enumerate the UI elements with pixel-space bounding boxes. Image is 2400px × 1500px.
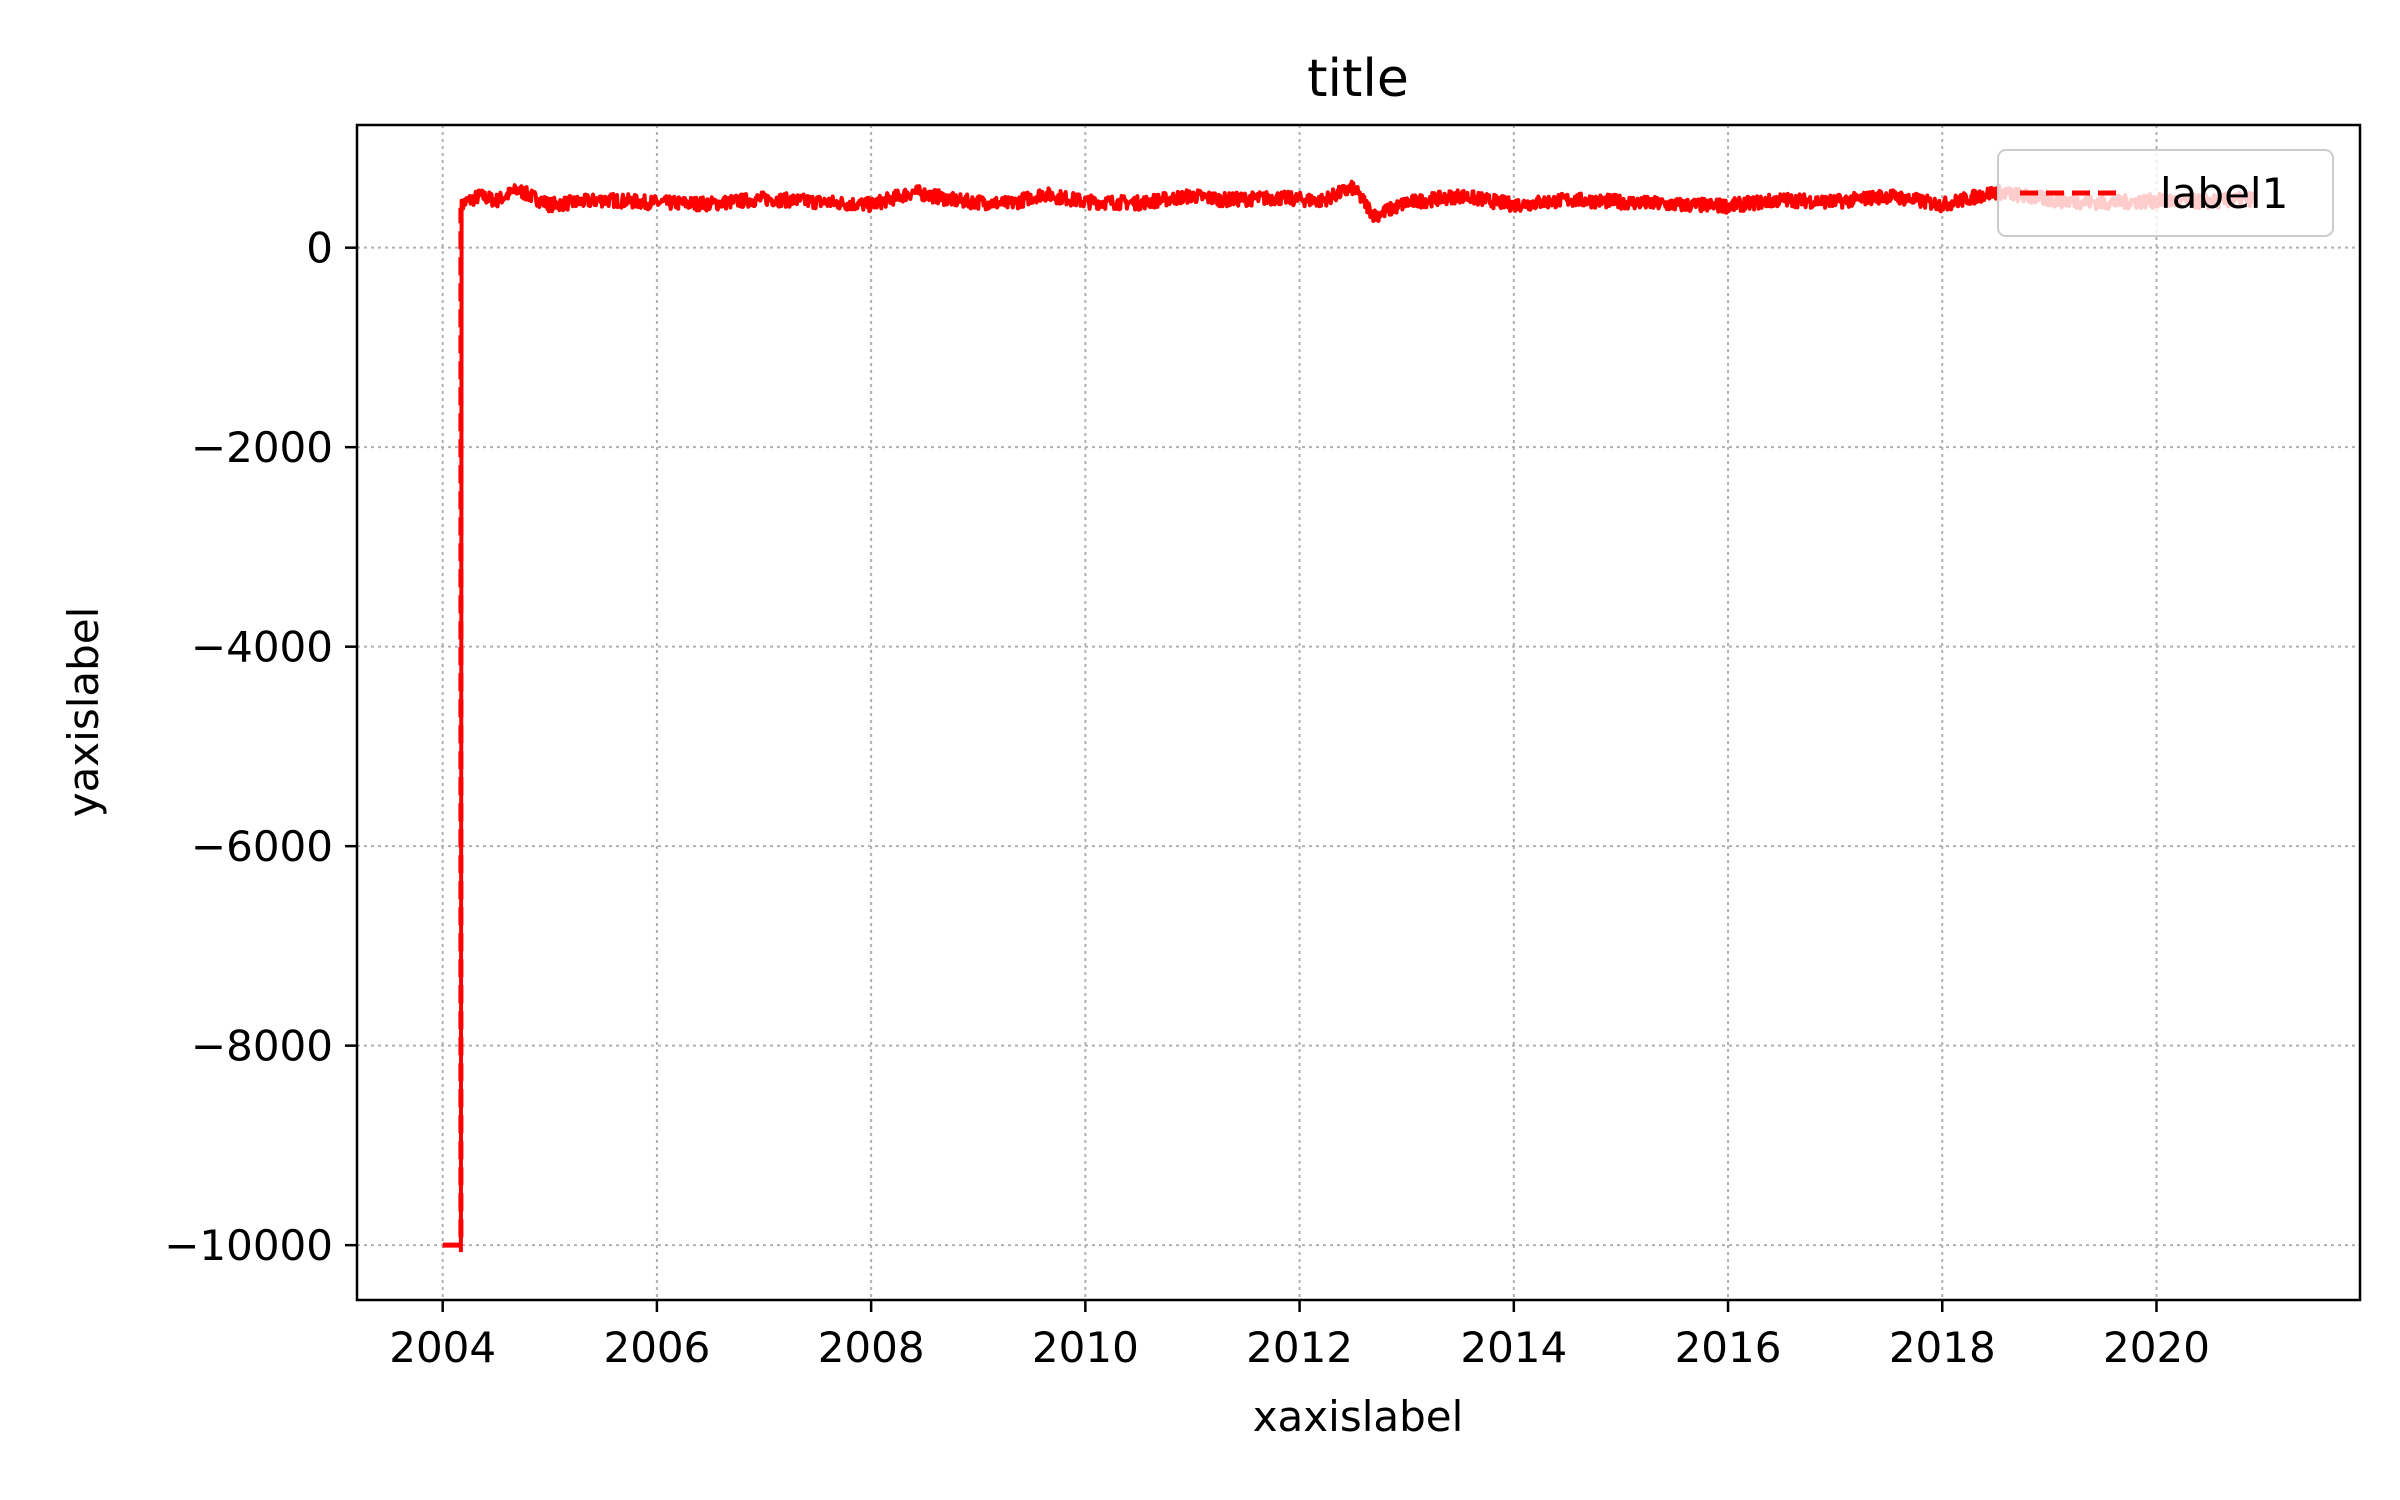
grid	[357, 125, 2360, 1300]
x-tick-label: 2006	[603, 1323, 710, 1372]
x-tick-label: 2018	[1889, 1323, 1996, 1372]
x-tick-label: 2012	[1246, 1323, 1353, 1372]
y-tick-label: −2000	[191, 423, 333, 472]
series-layer	[442, 179, 2255, 1253]
y-tick-label: −8000	[191, 1022, 333, 1071]
x-tick-label: 2020	[2103, 1323, 2210, 1372]
legend-box	[1997, 149, 2334, 237]
y-axis-label: yaxislabel	[59, 607, 108, 818]
axis-ticks: 2004 2006 2008 2010 2012 2014 2016 2018 2020 0 −20…	[164, 224, 2210, 1372]
series-line-label1-drop	[442, 207, 464, 1248]
series-line-label1	[458, 179, 2255, 1253]
x-tick-label: 2010	[1032, 1323, 1139, 1372]
y-tick-label: −6000	[191, 822, 333, 871]
y-tick-label: 0	[306, 224, 333, 273]
x-tick-label: 2016	[1675, 1323, 1782, 1372]
x-tick-label: 2014	[1460, 1323, 1567, 1372]
legend: label1	[1997, 149, 2334, 237]
y-tick-label: −10000	[164, 1221, 333, 1270]
y-tick-label: −4000	[191, 623, 333, 672]
legend-label-label1: label1	[2160, 169, 2288, 218]
x-axis-label: xaxislabel	[1253, 1392, 1464, 1441]
chart-title: title	[1307, 49, 1409, 109]
x-tick-label: 2008	[818, 1323, 925, 1372]
x-tick-label: 2004	[389, 1323, 496, 1372]
plot-frame	[355, 123, 2362, 1302]
